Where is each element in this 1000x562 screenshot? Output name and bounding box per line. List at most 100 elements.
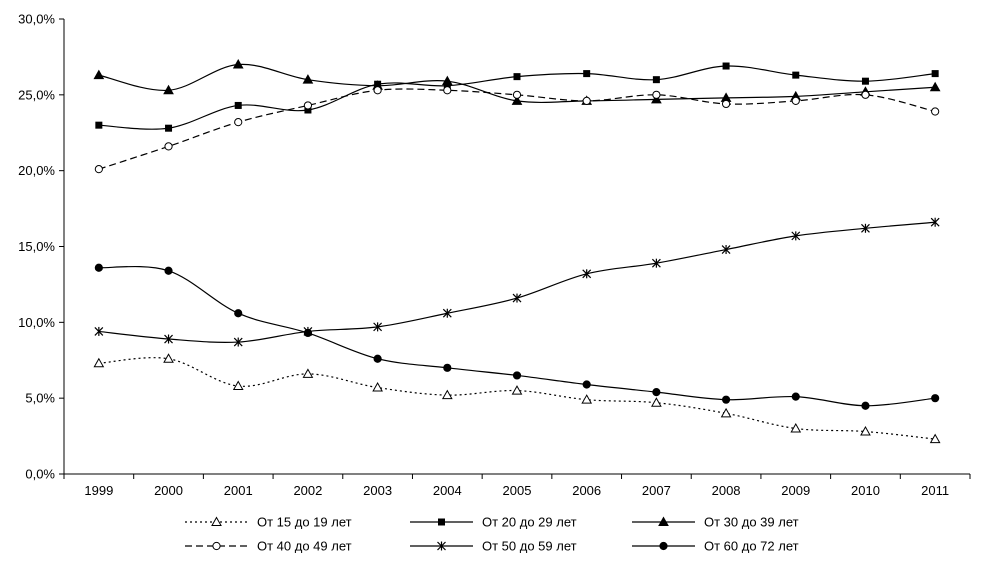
data-point [722, 62, 730, 70]
data-point [304, 106, 312, 114]
legend-label: От 60 до 72 лет [704, 539, 799, 554]
data-point [93, 69, 105, 80]
data-point [791, 96, 800, 106]
data-point [94, 263, 103, 272]
x-tick-label: 2005 [503, 483, 532, 498]
data-point [652, 76, 660, 84]
data-point [164, 142, 173, 151]
x-tick-label: 2009 [781, 483, 810, 498]
y-tick-label: 30,0% [18, 12, 55, 27]
data-point [163, 84, 174, 95]
data-point [302, 368, 314, 378]
data-point [651, 258, 661, 268]
data-point [234, 101, 242, 109]
series-4 [94, 86, 940, 174]
data-point [861, 90, 870, 99]
legend-marker [437, 541, 446, 551]
data-point [373, 354, 382, 363]
data-point [930, 217, 940, 227]
data-point [929, 81, 941, 92]
legend-item: От 50 до 59 лет [410, 539, 577, 554]
legend-marker [658, 516, 669, 526]
data-point [652, 90, 661, 99]
legend-marker [659, 541, 668, 551]
data-point [581, 394, 593, 404]
y-axis-ticks: 0,0% 5,0% 10,0% 15,0% 20,0% 25,0% 30,0% [18, 12, 64, 482]
x-tick-label: 1999 [84, 483, 113, 498]
data-point [441, 75, 453, 86]
x-tick-label: 2001 [224, 483, 253, 498]
data-point [164, 266, 173, 275]
data-point [441, 389, 453, 400]
data-point [513, 73, 521, 81]
series-1 [93, 353, 941, 444]
data-point [372, 382, 383, 392]
data-point [790, 422, 802, 433]
series-6 [94, 263, 940, 410]
data-point [582, 269, 592, 279]
x-tick-label: 2004 [433, 483, 462, 498]
legend-item: От 60 до 72 лет [632, 539, 799, 554]
chart-series [93, 58, 941, 444]
data-point [232, 58, 244, 69]
data-point [512, 371, 522, 380]
data-point [165, 124, 173, 132]
data-point [95, 121, 103, 129]
series-line [98, 221, 936, 343]
data-point [443, 82, 451, 90]
x-tick-label: 2002 [293, 483, 322, 498]
x-tick-label: 2011 [921, 483, 949, 498]
legend-label: От 40 до 49 лет [257, 539, 352, 554]
legend-label: От 30 до 39 лет [704, 515, 799, 530]
data-point [931, 394, 940, 403]
data-point [721, 395, 731, 404]
y-tick-label: 5,0% [25, 391, 55, 406]
data-point [582, 96, 591, 106]
data-point [511, 95, 523, 105]
data-point [234, 118, 243, 127]
data-point [583, 70, 591, 78]
y-tick-label: 0,0% [25, 467, 55, 482]
x-axis-ticks: 1999 2000 2001 2002 2003 2004 2005 2006 2007 2008… [63, 474, 971, 498]
x-tick-label: 2008 [712, 483, 741, 498]
data-point [931, 107, 940, 116]
data-point [303, 328, 313, 338]
data-point [652, 388, 661, 397]
x-tick-label: 2007 [642, 483, 671, 498]
data-point [443, 86, 452, 95]
data-point [860, 426, 871, 436]
data-point [234, 309, 243, 318]
data-point [861, 77, 869, 85]
legend-label: От 15 до 19 лет [257, 515, 352, 530]
data-point [373, 322, 383, 332]
data-point [443, 363, 452, 372]
legend-item: От 40 до 49 лет [185, 539, 352, 554]
data-point [582, 380, 591, 389]
data-point [94, 165, 103, 174]
series-5 [94, 217, 940, 347]
data-point [721, 245, 731, 255]
chart-axes [63, 19, 970, 475]
data-point [721, 99, 731, 109]
data-point [791, 392, 800, 401]
chart-legend: От 15 до 19 лет От 20 до 29 лет От 30 до 3… [185, 515, 799, 554]
data-point [861, 223, 870, 233]
legend-marker [211, 516, 222, 526]
data-point [720, 407, 732, 418]
data-point [302, 74, 314, 84]
data-point [373, 86, 382, 95]
series-2 [95, 62, 939, 132]
legend-marker [212, 541, 221, 551]
y-tick-label: 15,0% [18, 239, 55, 254]
legend-marker [438, 518, 445, 526]
data-point [791, 231, 801, 241]
legend-item: От 20 до 29 лет [410, 515, 577, 530]
data-point [442, 308, 452, 318]
data-point [163, 353, 174, 363]
data-point [651, 397, 662, 407]
data-point [94, 326, 104, 336]
x-tick-label: 2006 [572, 483, 601, 498]
data-point [93, 357, 105, 368]
x-tick-label: 2000 [154, 483, 183, 498]
y-tick-label: 25,0% [18, 87, 55, 102]
